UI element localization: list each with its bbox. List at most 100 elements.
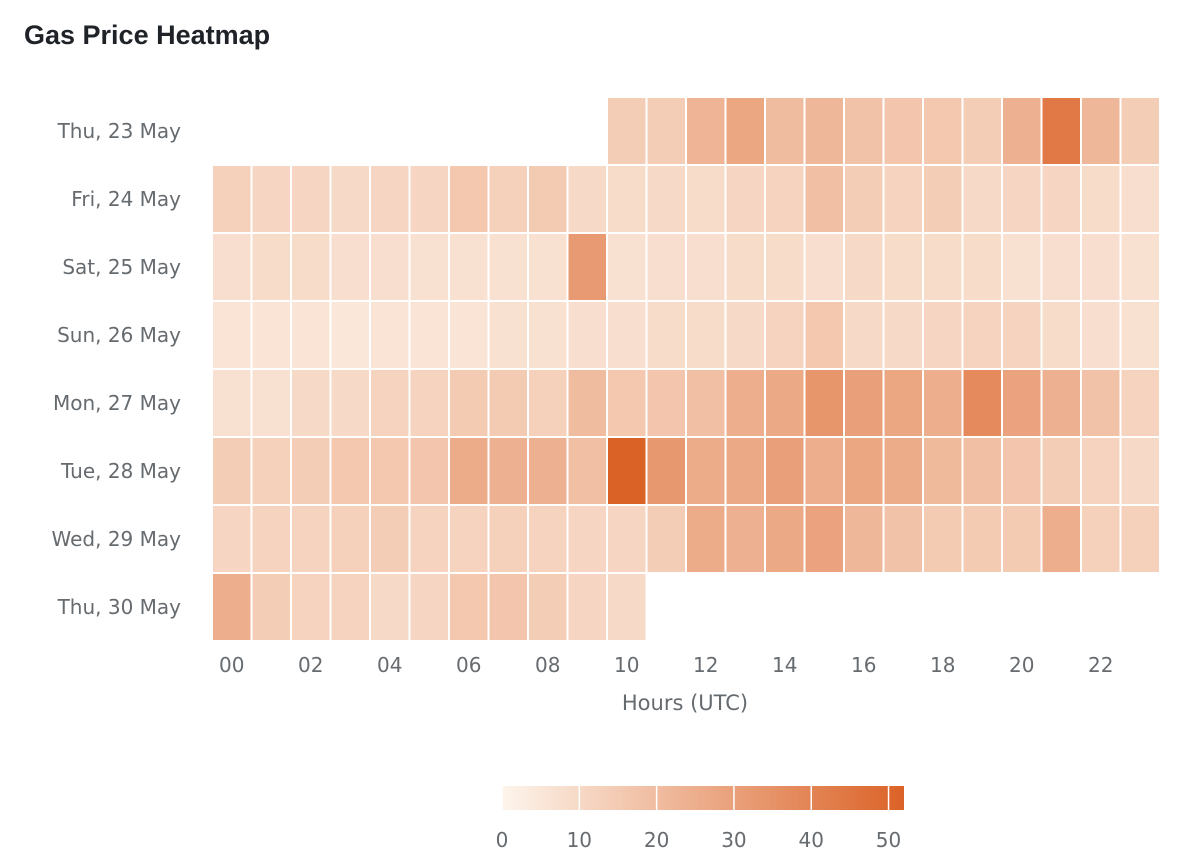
heatmap-cell[interactable] xyxy=(527,504,569,574)
heatmap-cell[interactable] xyxy=(1001,232,1043,302)
heatmap-cell[interactable] xyxy=(606,368,648,438)
heatmap-cell[interactable] xyxy=(290,504,332,574)
heatmap-cell[interactable] xyxy=(1080,232,1122,302)
heatmap-cell[interactable] xyxy=(250,232,292,302)
heatmap-cell[interactable] xyxy=(250,436,292,506)
heatmap-cell[interactable] xyxy=(606,572,648,642)
heatmap-cell[interactable] xyxy=(882,368,924,438)
heatmap-cell[interactable] xyxy=(250,368,292,438)
heatmap-cell[interactable] xyxy=(645,436,687,506)
heatmap-cell[interactable] xyxy=(408,504,450,574)
heatmap-cell[interactable] xyxy=(764,436,806,506)
heatmap-cell[interactable] xyxy=(961,300,1003,370)
heatmap-cell[interactable] xyxy=(1001,436,1043,506)
heatmap-cell[interactable] xyxy=(566,436,608,506)
heatmap-cell[interactable] xyxy=(606,232,648,302)
heatmap-cell[interactable] xyxy=(408,436,450,506)
heatmap-cell[interactable] xyxy=(448,368,490,438)
heatmap-cell[interactable] xyxy=(487,436,529,506)
heatmap-cell[interactable] xyxy=(211,436,253,506)
heatmap-cell[interactable] xyxy=(724,164,766,234)
heatmap-cell[interactable] xyxy=(527,232,569,302)
heatmap-cell[interactable] xyxy=(961,436,1003,506)
heatmap-cell[interactable] xyxy=(1119,300,1161,370)
heatmap-cell[interactable] xyxy=(645,232,687,302)
heatmap-cell[interactable] xyxy=(329,300,371,370)
heatmap-cell[interactable] xyxy=(448,300,490,370)
heatmap-cell[interactable] xyxy=(764,368,806,438)
heatmap-cell[interactable] xyxy=(685,164,727,234)
heatmap-cell[interactable] xyxy=(1080,164,1122,234)
heatmap-cell[interactable] xyxy=(882,164,924,234)
heatmap-cell[interactable] xyxy=(290,300,332,370)
heatmap-cell[interactable] xyxy=(211,504,253,574)
heatmap-cell[interactable] xyxy=(1040,300,1082,370)
heatmap-cell[interactable] xyxy=(369,300,411,370)
heatmap-cell[interactable] xyxy=(922,368,964,438)
heatmap-cell[interactable] xyxy=(369,572,411,642)
heatmap-cell[interactable] xyxy=(329,504,371,574)
heatmap-cell[interactable] xyxy=(685,504,727,574)
heatmap-cell[interactable] xyxy=(922,300,964,370)
heatmap-cell[interactable] xyxy=(606,504,648,574)
heatmap-cell[interactable] xyxy=(211,300,253,370)
heatmap-cell[interactable] xyxy=(487,232,529,302)
heatmap-cell[interactable] xyxy=(882,300,924,370)
heatmap-cell[interactable] xyxy=(329,164,371,234)
heatmap-cell[interactable] xyxy=(566,572,608,642)
heatmap-cell[interactable] xyxy=(961,504,1003,574)
heatmap-cell[interactable] xyxy=(685,96,727,166)
heatmap-cell[interactable] xyxy=(724,368,766,438)
heatmap-cell[interactable] xyxy=(724,436,766,506)
heatmap-cell[interactable] xyxy=(922,504,964,574)
heatmap-cell[interactable] xyxy=(448,436,490,506)
heatmap-cell[interactable] xyxy=(1040,504,1082,574)
heatmap-cell[interactable] xyxy=(448,572,490,642)
heatmap-cell[interactable] xyxy=(250,300,292,370)
heatmap-cell[interactable] xyxy=(961,96,1003,166)
heatmap-cell[interactable] xyxy=(527,164,569,234)
heatmap-cell[interactable] xyxy=(527,436,569,506)
heatmap-cell[interactable] xyxy=(1040,436,1082,506)
heatmap-cell[interactable] xyxy=(1119,96,1161,166)
heatmap-cell[interactable] xyxy=(724,232,766,302)
heatmap-cell[interactable] xyxy=(369,436,411,506)
heatmap-cell[interactable] xyxy=(645,300,687,370)
heatmap-cell[interactable] xyxy=(1001,164,1043,234)
heatmap-cell[interactable] xyxy=(606,300,648,370)
heatmap-cell[interactable] xyxy=(527,300,569,370)
heatmap-cell[interactable] xyxy=(843,96,885,166)
heatmap-cell[interactable] xyxy=(487,300,529,370)
heatmap-cell[interactable] xyxy=(1080,96,1122,166)
heatmap-cell[interactable] xyxy=(566,300,608,370)
heatmap-cell[interactable] xyxy=(290,572,332,642)
heatmap-cell[interactable] xyxy=(487,368,529,438)
heatmap-cell[interactable] xyxy=(606,164,648,234)
heatmap-cell[interactable] xyxy=(645,368,687,438)
heatmap-cell[interactable] xyxy=(369,368,411,438)
heatmap-cell[interactable] xyxy=(566,368,608,438)
heatmap-cell[interactable] xyxy=(685,368,727,438)
heatmap-cell[interactable] xyxy=(527,572,569,642)
heatmap-cell[interactable] xyxy=(290,232,332,302)
heatmap-cell[interactable] xyxy=(408,368,450,438)
heatmap-cell[interactable] xyxy=(843,164,885,234)
heatmap-cell[interactable] xyxy=(724,96,766,166)
heatmap-cell[interactable] xyxy=(764,164,806,234)
heatmap-cell[interactable] xyxy=(922,96,964,166)
heatmap-cell[interactable] xyxy=(922,232,964,302)
heatmap-cell[interactable] xyxy=(724,504,766,574)
heatmap-cell[interactable] xyxy=(922,436,964,506)
heatmap-cell[interactable] xyxy=(1001,368,1043,438)
heatmap-cell[interactable] xyxy=(211,164,253,234)
heatmap-cell[interactable] xyxy=(329,436,371,506)
heatmap-cell[interactable] xyxy=(685,436,727,506)
heatmap-cell[interactable] xyxy=(448,164,490,234)
heatmap-cell[interactable] xyxy=(764,504,806,574)
heatmap-cell[interactable] xyxy=(1119,436,1161,506)
heatmap-cell[interactable] xyxy=(1080,300,1122,370)
heatmap-cell[interactable] xyxy=(803,504,845,574)
heatmap-cell[interactable] xyxy=(764,96,806,166)
heatmap-cell[interactable] xyxy=(606,436,648,506)
heatmap-cell[interactable] xyxy=(1040,96,1082,166)
